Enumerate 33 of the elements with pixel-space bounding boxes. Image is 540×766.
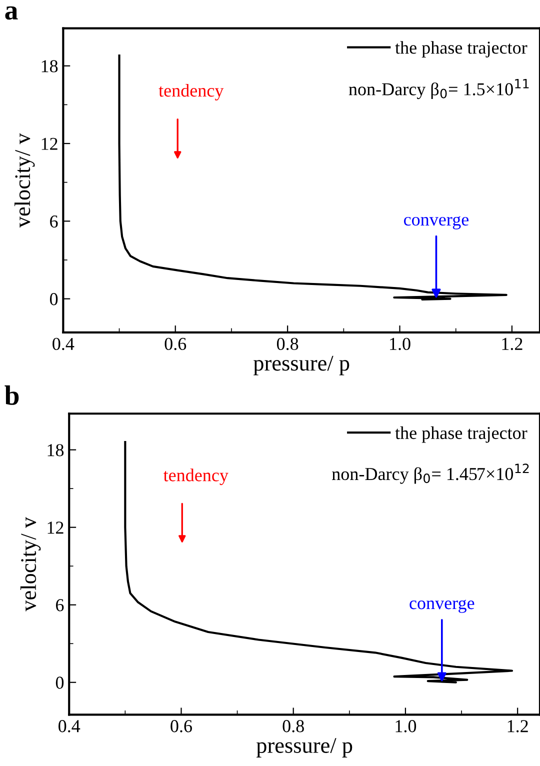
y-axis-title: velocity/ v bbox=[14, 133, 35, 228]
annotation: converge bbox=[410, 600, 474, 613]
y-axis-title: velocity/ v bbox=[20, 516, 41, 612]
x-tick-label: 0.4 bbox=[58, 720, 80, 732]
chart-title: b bbox=[4, 385, 19, 405]
chart-title: a bbox=[5, 6, 18, 20]
x-tick-label: 1.0 bbox=[390, 338, 410, 350]
x-tick-label: 0.6 bbox=[170, 720, 192, 732]
x-tick-label: 1.2 bbox=[502, 338, 522, 350]
legend-label: the phase trajector bbox=[395, 426, 528, 443]
annotation: tendency bbox=[158, 84, 224, 100]
y-tick-label: 18 bbox=[42, 60, 58, 72]
line-series bbox=[124, 441, 514, 684]
x-tick-label: 1.0 bbox=[396, 720, 416, 732]
annotation: converge bbox=[404, 216, 469, 230]
annotation: tendency bbox=[163, 468, 228, 486]
y-tick-label: 12 bbox=[42, 138, 58, 150]
x-tick-label: 1.2 bbox=[508, 720, 528, 732]
x-tick-label: 0.4 bbox=[52, 338, 74, 350]
x-axis-title: pressure/ p bbox=[256, 738, 352, 758]
x-axis-title: pressure/ p bbox=[254, 356, 350, 376]
x-tick-label: 0.6 bbox=[164, 338, 186, 350]
annotation: non-Darcy β$_{0}$= 1.457×10$^{12}$ bbox=[332, 464, 529, 484]
y-tick-label: 0 bbox=[56, 676, 64, 689]
x-tick-label: 0.8 bbox=[282, 720, 304, 732]
annotation: non-Darcy β$_{0}$= 1.5×10$^{11}$ bbox=[348, 79, 529, 100]
x-tick-label: 0.8 bbox=[276, 338, 298, 350]
legend-label: the phase trajector bbox=[395, 41, 528, 58]
y-tick-label: 6 bbox=[50, 215, 58, 228]
y-tick-label: 0 bbox=[50, 293, 58, 306]
y-tick-label: 12 bbox=[48, 522, 64, 534]
y-tick-label: 6 bbox=[56, 599, 64, 612]
y-tick-label: 18 bbox=[48, 444, 64, 456]
